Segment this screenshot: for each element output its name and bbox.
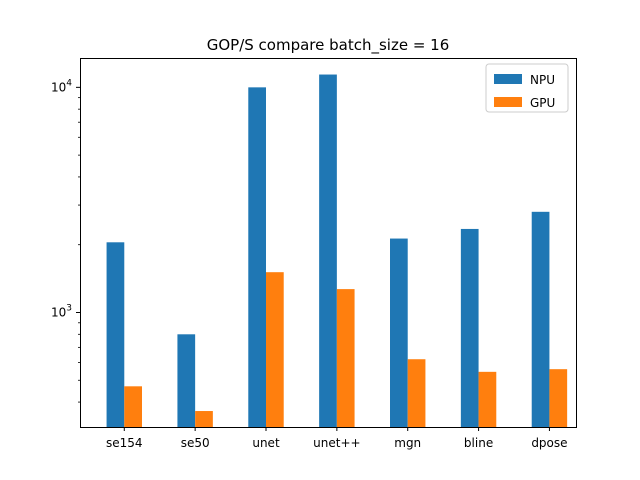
x-tick-label: mgn (394, 436, 421, 450)
legend-label-npu: NPU (530, 73, 555, 87)
bar-npu-unet++ (319, 74, 337, 428)
bar-gpu-unet (266, 272, 284, 427)
plot-area (80, 58, 577, 428)
bar-npu-unet (248, 87, 266, 427)
bar-npu-mgn (390, 238, 408, 427)
bar-gpu-dpose (549, 369, 568, 427)
chart-title: GOP/S compare batch_size = 16 (207, 36, 450, 55)
x-tick-label: se154 (106, 436, 143, 450)
bar-gpu-se154 (124, 386, 142, 427)
bar-npu-se50 (177, 334, 196, 427)
y-axis: 103 104 (51, 78, 80, 403)
x-tick-label: unet (252, 436, 280, 450)
legend-label-gpu: GPU (530, 96, 555, 110)
y-tick-label: 104 (51, 78, 72, 94)
axes-frame (80, 58, 577, 428)
x-tick-label: se50 (181, 436, 210, 450)
x-tick-label: bline (464, 436, 493, 450)
bars-layer (106, 74, 568, 428)
bar-gpu-mgn (407, 359, 426, 427)
bar-gpu-bline (478, 371, 497, 427)
y-tick-label: 103 (51, 303, 72, 319)
x-tick-label: unet++ (313, 436, 360, 450)
bar-npu-bline (460, 228, 479, 427)
bar-npu-dpose (531, 211, 550, 427)
bar-gpu-unet++ (336, 289, 355, 427)
bar-npu-se154 (106, 242, 125, 427)
x-tick-label: dpose (531, 436, 567, 450)
legend-swatch-npu (494, 74, 522, 84)
legend: NPU GPU (485, 63, 569, 113)
x-axis: se154 se50 unet unet++ mgn bline dpose (106, 427, 568, 450)
bar-gpu-se50 (195, 411, 213, 427)
legend-swatch-gpu (494, 97, 522, 107)
